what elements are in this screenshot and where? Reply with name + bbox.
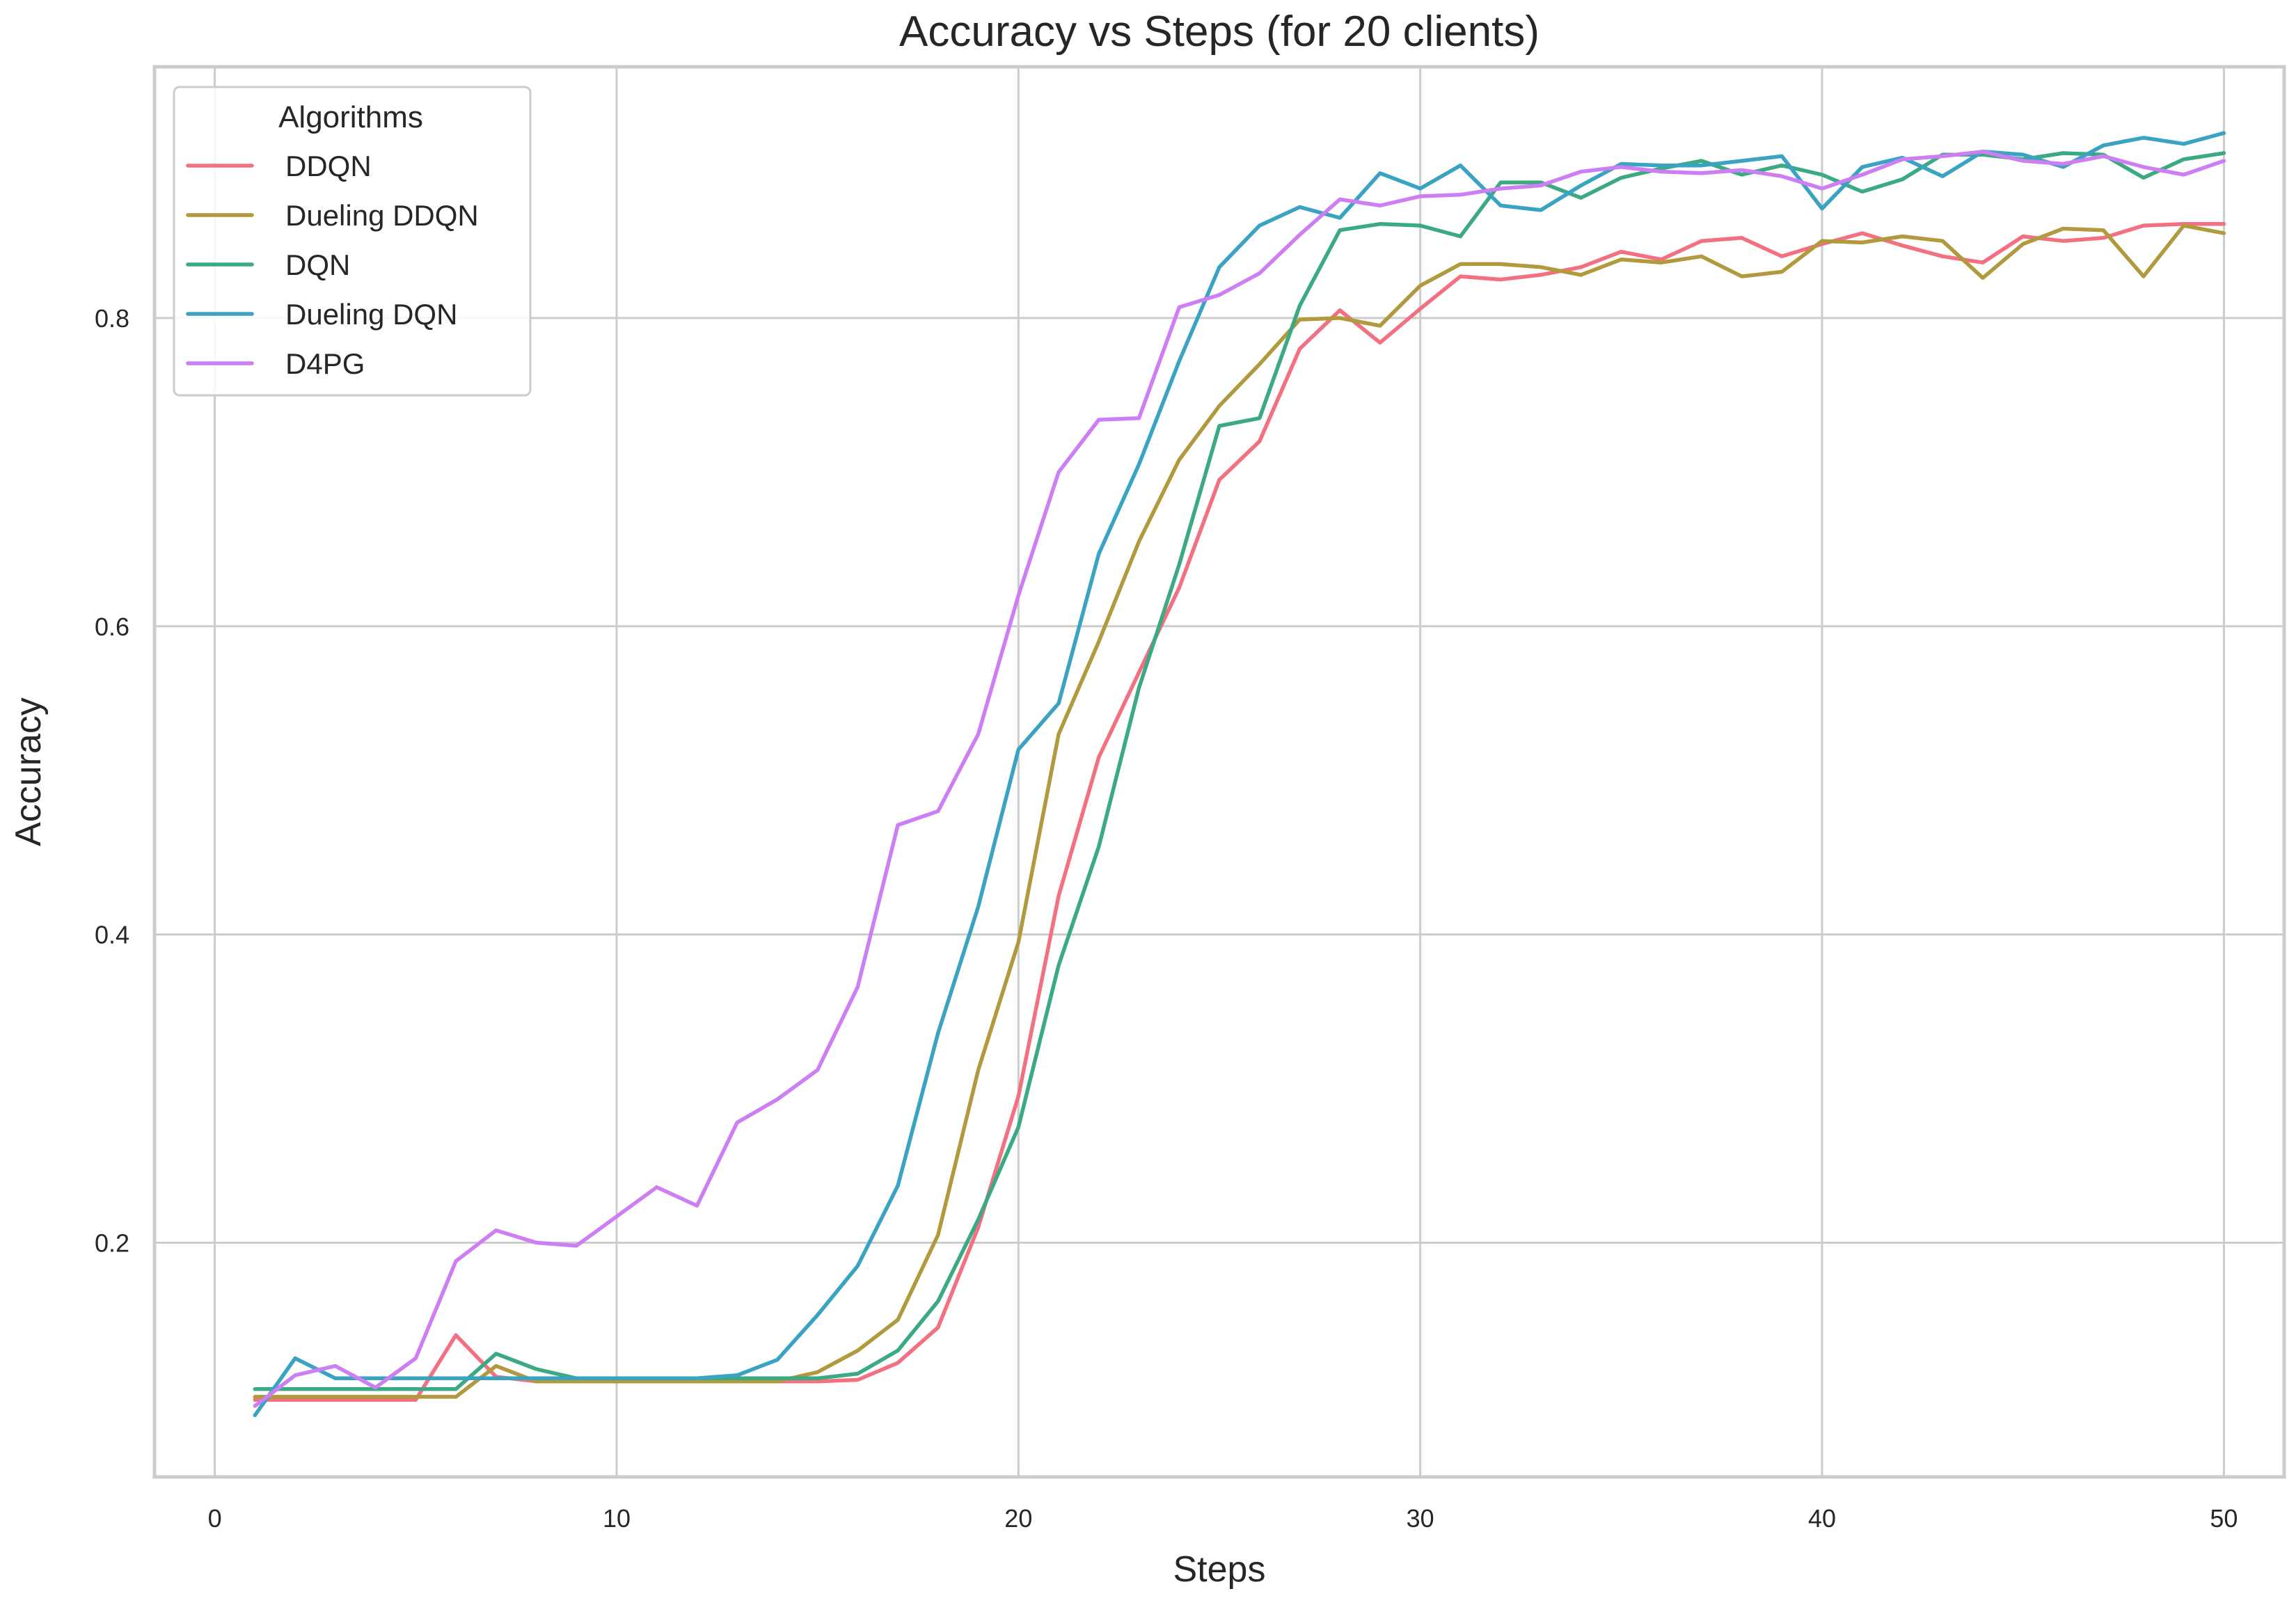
y-axis-title: Accuracy [8, 697, 49, 846]
legend-label: Dueling DQN [285, 298, 457, 331]
legend-item: Dueling DDQN [186, 199, 479, 232]
legend-item: D4PG [186, 347, 365, 380]
x-tick-label: 50 [2210, 1504, 2238, 1533]
x-tick-label: 20 [1004, 1504, 1032, 1533]
y-tick-labels: 0.2 0.4 0.6 0.8 [95, 304, 129, 1258]
chart-title: Accuracy vs Steps (for 20 clients) [899, 8, 1539, 56]
y-tick-label: 0.2 [95, 1228, 129, 1257]
legend-item: Dueling DQN [186, 298, 457, 331]
legend-title: Algorithms [278, 100, 423, 134]
legend-item: DDQN [186, 150, 372, 182]
x-tick-label: 0 [208, 1504, 222, 1533]
x-tick-label: 30 [1407, 1504, 1434, 1533]
grid-lines [155, 67, 2284, 1477]
x-axis-title: Steps [1173, 1549, 1266, 1590]
legend-label: Dueling DDQN [285, 199, 479, 232]
y-tick-label: 0.8 [95, 304, 129, 333]
series-line-d4pg [253, 150, 2226, 1408]
x-tick-label: 10 [603, 1504, 631, 1533]
legend-label: D4PG [285, 347, 365, 380]
series-line-dueling-ddqn [253, 223, 2226, 1399]
legend-items: DDQN Dueling DDQN DQN Dueling DQN D4PG [186, 150, 479, 380]
plot-frame [152, 65, 2286, 1479]
series-lines [253, 131, 2226, 1418]
y-tick-label: 0.6 [95, 612, 129, 641]
series-line-dueling-dqn [253, 131, 2226, 1418]
legend-item: DQN [186, 248, 350, 281]
legend-label: DQN [285, 248, 350, 281]
legend-box [173, 86, 532, 397]
x-tick-label: 40 [1808, 1504, 1836, 1533]
x-tick-labels: 0 10 20 30 40 50 [208, 1504, 2238, 1533]
legend: Algorithms DDQN Dueling DDQN DQN Dueling DQ… [173, 86, 532, 397]
y-tick-label: 0.4 [95, 921, 129, 949]
legend-label: DDQN [285, 150, 372, 182]
